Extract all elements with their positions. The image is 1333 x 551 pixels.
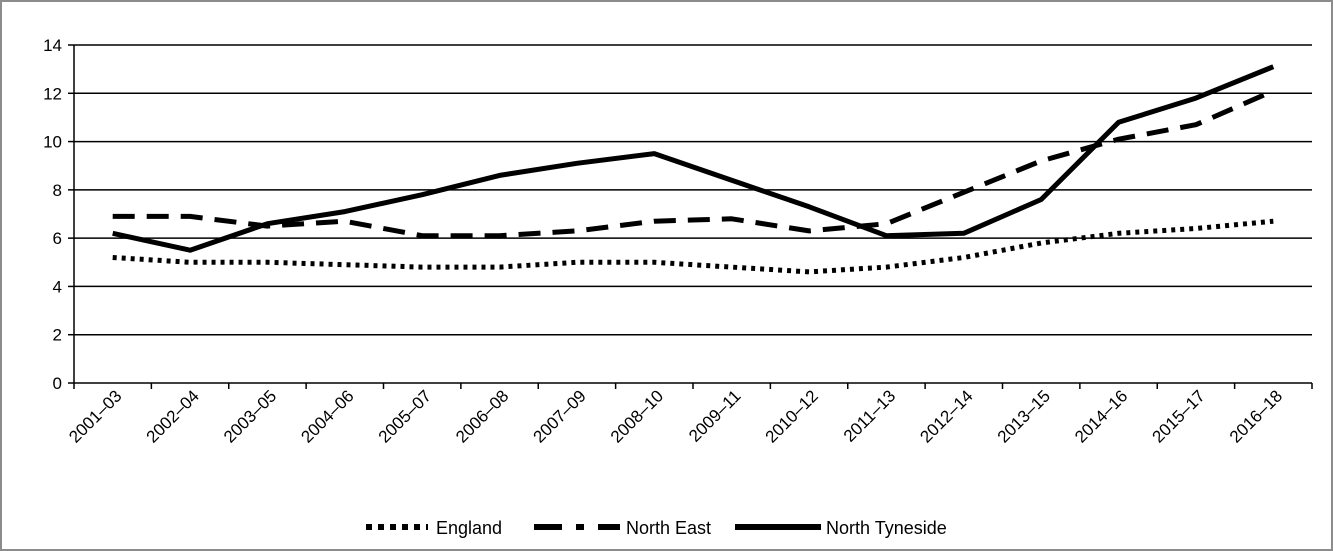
series-line-north-east: [112, 88, 1275, 239]
series-line-north-tyneside: [112, 64, 1275, 253]
legend: England North East North Tyneside: [366, 518, 947, 538]
series-lines: [112, 64, 1275, 275]
y-tick-label: 2: [53, 326, 62, 345]
y-tick-label: 4: [53, 277, 62, 296]
y-tick-label: 12: [43, 84, 62, 103]
y-tick-label: 14: [43, 36, 62, 55]
y-tick-label: 6: [53, 229, 62, 248]
gridlines: [74, 44, 1312, 336]
legend-label-north-east: North East: [626, 518, 711, 538]
y-tick-label: 0: [53, 374, 62, 393]
legend-label-north-tyneside: North Tyneside: [826, 518, 947, 538]
y-tick-label: 10: [43, 133, 62, 152]
y-tick-label: 8: [53, 181, 62, 200]
legend-label-england: England: [436, 518, 502, 538]
y-axis-ticks: 0 2 4 6 8 10 12 14: [43, 36, 74, 393]
